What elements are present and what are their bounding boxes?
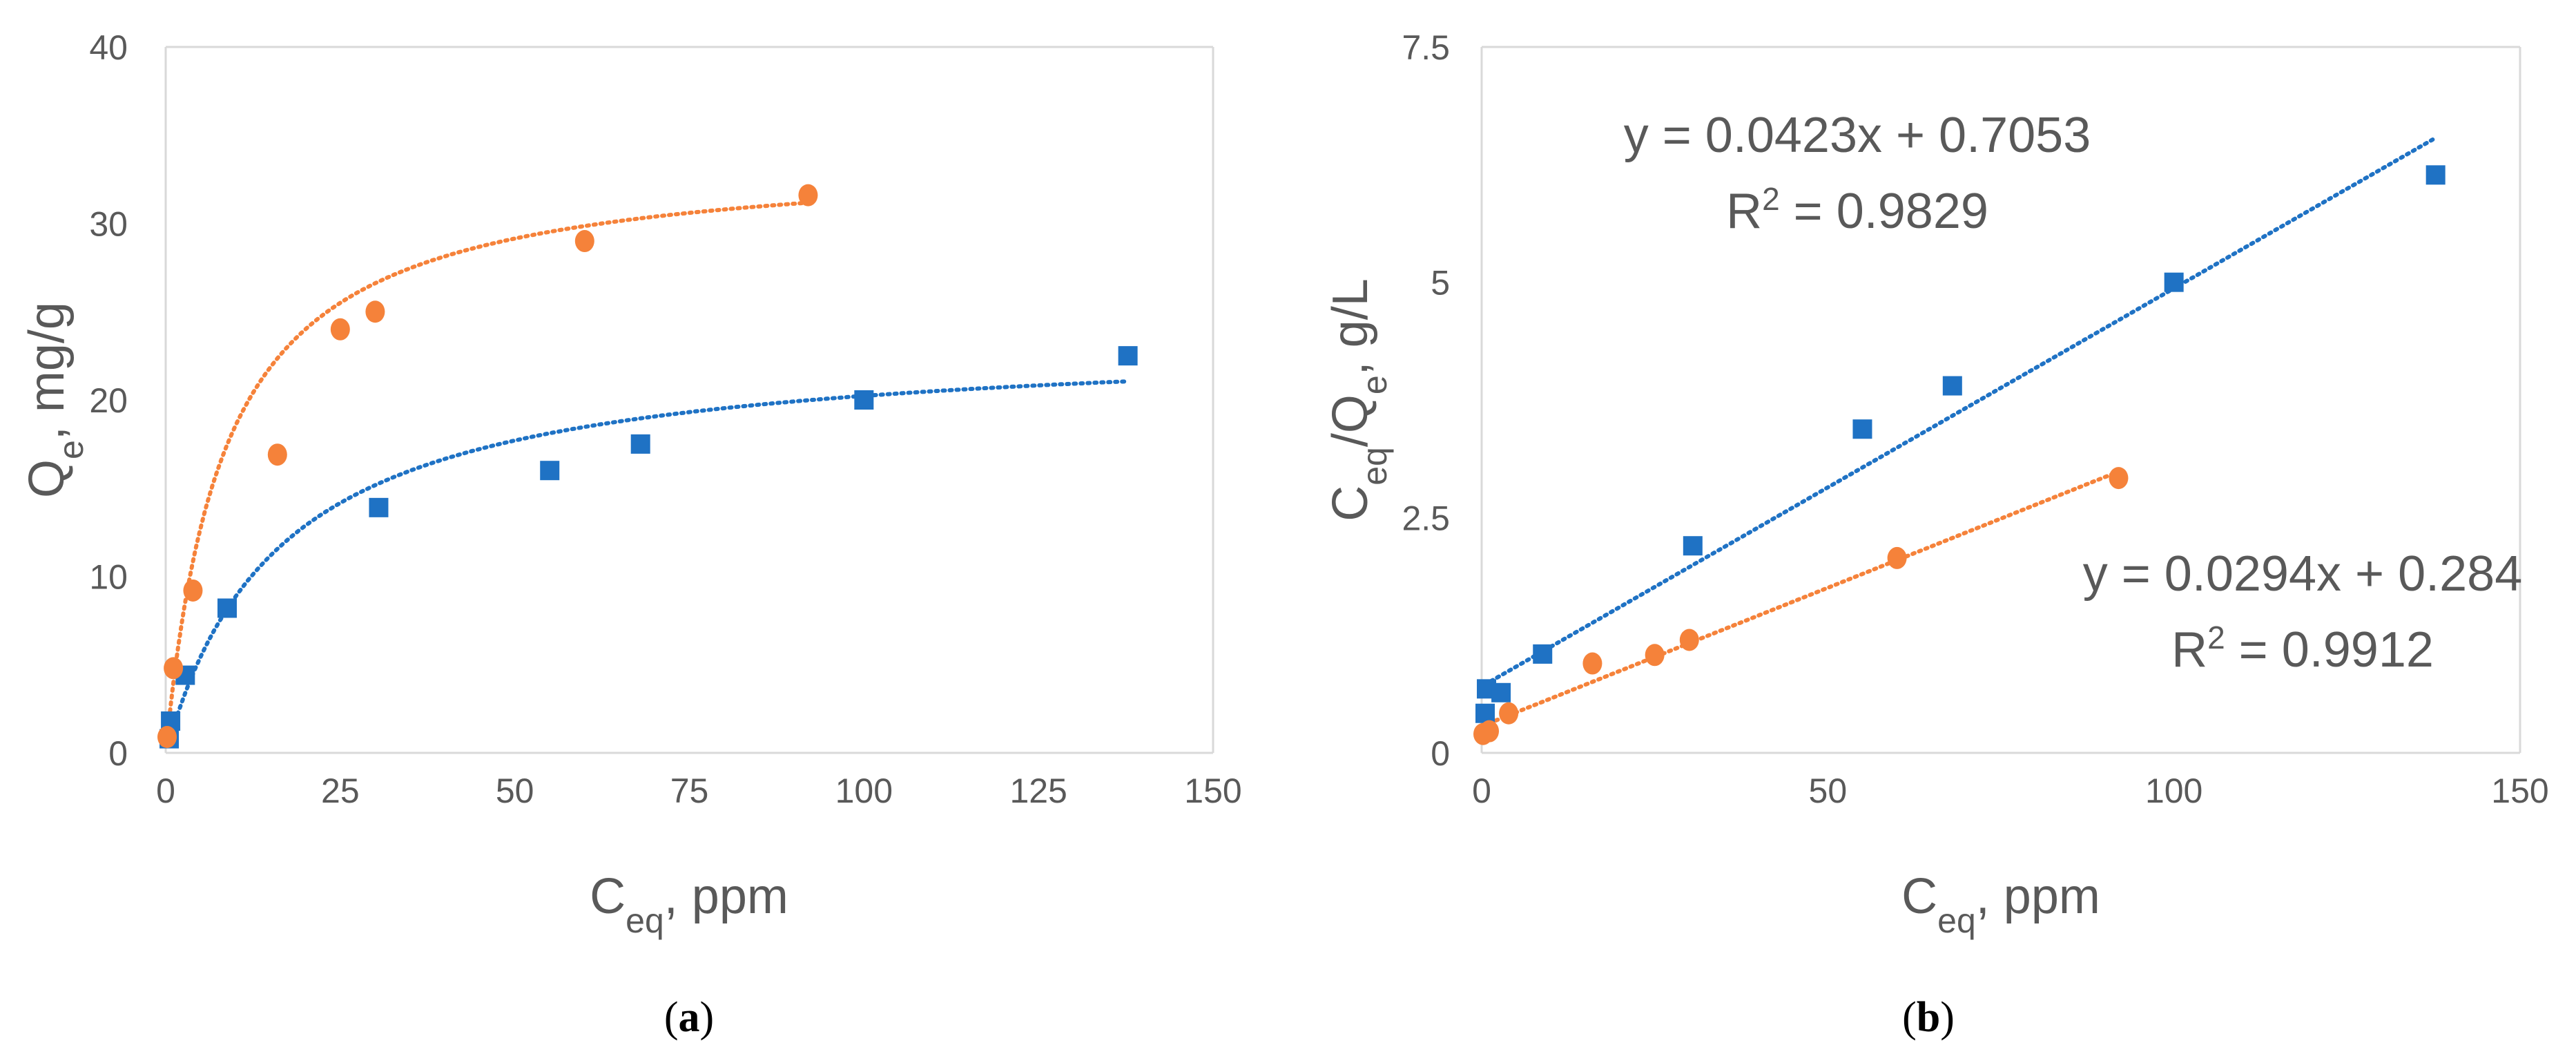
chart-b-x-label: Ceq, ppm	[1901, 869, 2100, 940]
chart-b-blue-trendline	[1483, 135, 2438, 687]
chart-a-orange-point	[330, 318, 350, 341]
chart-b-y-tick-label: 2.5	[1402, 499, 1450, 537]
chart-a-y-ticks: 0 10 20 30 40	[89, 28, 128, 773]
chart-a-y-tick-label: 10	[89, 558, 128, 597]
chart-b-orange-r2: R2 = 0.9912	[2171, 620, 2434, 678]
chart-a-caption: (a)	[664, 994, 714, 1041]
chart-a-x-tick-label: 0	[156, 772, 175, 810]
chart-a-trendlines	[165, 200, 1130, 743]
chart-a-blue-point	[217, 598, 237, 618]
chart-b-x-tick-label: 150	[2491, 772, 2548, 810]
chart-b-blue-point	[2164, 272, 2184, 292]
chart-a-orange-point	[157, 726, 177, 749]
chart-b-points	[1473, 165, 2446, 745]
chart-b-blue-point	[1533, 644, 1553, 664]
chart-a-blue-point	[1118, 346, 1138, 366]
chart-b-y-tick-label: 0	[1431, 734, 1450, 773]
chart-a-y-tick-label: 20	[89, 381, 128, 420]
chart-a-blue-point	[854, 390, 874, 410]
chart-b-y-label: Ceq/Qe, g/L	[1323, 278, 1394, 521]
chart-a-points	[157, 184, 1138, 749]
chart-b-blue-point	[1683, 536, 1703, 556]
chart-a-x-tick-label: 150	[1184, 772, 1241, 810]
chart-b-orange-point	[1582, 652, 1602, 675]
chart-b-orange-point	[1679, 629, 1699, 651]
chart-b: 0 50 100 150 02.557.5 y = 0.0423x + 0.7053 …	[1323, 28, 2549, 1041]
chart-a-blue-point	[630, 434, 650, 454]
chart-a-x-tick-label: 75	[670, 772, 709, 810]
chart-b-orange-point	[1480, 720, 1500, 743]
chart-a-blue-trendline	[167, 379, 1130, 743]
chart-b-orange-point	[1887, 546, 1907, 569]
chart-b-caption: (b)	[1902, 994, 1955, 1041]
chart-b-blue-point	[1942, 376, 1962, 396]
chart-b-x-tick-label: 50	[1809, 772, 1848, 810]
chart-a-x-tick-label: 25	[321, 772, 360, 810]
chart-a-orange-point	[164, 657, 184, 680]
chart-b-orange-point	[1645, 644, 1665, 667]
chart-b-y-ticks: 0 2.5 5 7.5	[1402, 28, 1450, 773]
chart-b-blue-point	[1491, 682, 1511, 702]
chart-a-x-tick-label: 50	[496, 772, 534, 810]
chart-b-blue-point	[1475, 703, 1495, 723]
chart-a-x-ticks: 0 25 50 75 100 125 150	[156, 772, 1242, 810]
chart-b-orange-equation: y = 0.0294x + 0.284	[2083, 546, 2523, 602]
chart-a-orange-point	[267, 443, 287, 466]
chart-a-x-label: Ceq, ppm	[590, 869, 788, 940]
chart-a-y-tick-label: 0	[108, 734, 128, 773]
chart-a-orange-point	[798, 184, 818, 207]
chart-a-orange-trendline	[165, 200, 811, 741]
chart-a-blue-point	[540, 461, 560, 481]
chart-a-y-tick-label: 30	[89, 205, 128, 244]
chart-b-orange-point	[2109, 467, 2129, 490]
chart-b-blue-point	[1852, 419, 1872, 439]
chart-b-blue-equation: y = 0.0423x + 0.7053	[1624, 108, 2091, 163]
chart-a-orange-point	[183, 579, 203, 602]
chart-a-y-label: Qe, mg/g	[19, 302, 90, 498]
chart-a-blue-point	[369, 497, 389, 517]
chart-b-orange-trendline	[1481, 469, 2121, 728]
chart-b-blue-point	[2425, 165, 2446, 185]
chart-b-blue-r2: R2 = 0.9829	[1726, 181, 1988, 239]
chart-b-orange-point	[1499, 702, 1519, 725]
chart-a-x-tick-label: 125	[1009, 772, 1067, 810]
chart-a-x-tick-label: 100	[835, 772, 893, 810]
chart-b-y-tick-label: 5	[1431, 264, 1450, 303]
chart-b-x-tick-label: 100	[2145, 772, 2202, 810]
chart-a-orange-point	[365, 300, 385, 323]
chart-b-x-tick-label: 0	[1472, 772, 1491, 810]
chart-b-y-tick-label: 7.5	[1402, 28, 1450, 67]
chart-b-x-ticks: 0 50 100 150	[1472, 772, 2549, 810]
chart-a-orange-point	[574, 230, 594, 253]
chart-a-y-tick-label: 40	[89, 28, 128, 67]
chart-b-trendlines	[1481, 135, 2438, 728]
chart-a: 0 25 50 75 100 125 150 0 10 20 30 40 Ceq, ppm Qe, …	[19, 28, 1242, 1041]
